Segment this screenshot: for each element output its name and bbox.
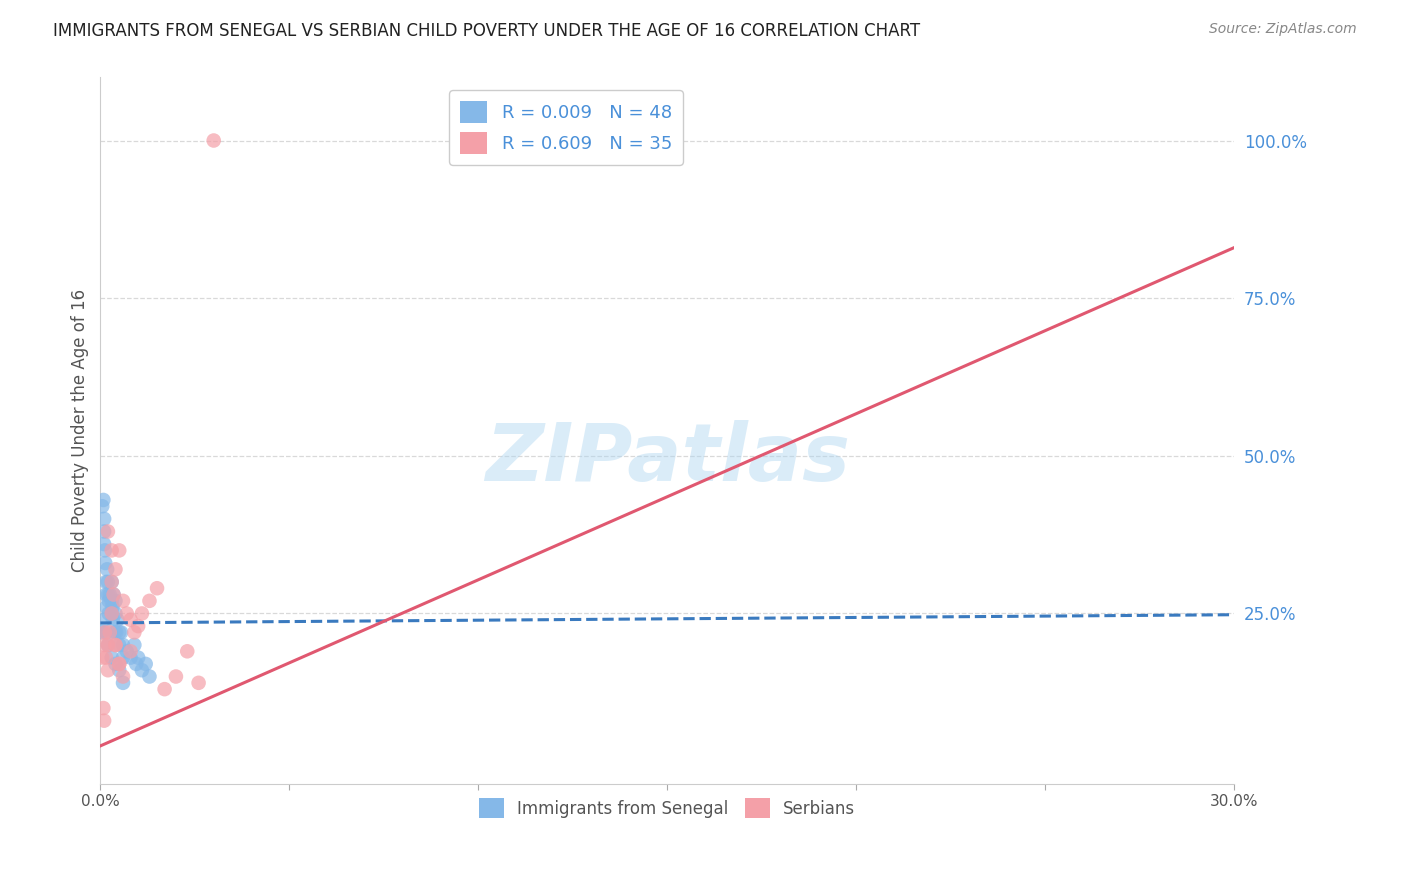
Point (93, 714, 115, 728)
Point (100, 607, 122, 621)
Point (93, 701, 115, 715)
Point (94, 543, 117, 558)
Point (104, 625, 127, 640)
Point (100, 574, 122, 589)
Point (111, 676, 134, 690)
Point (97, 594, 120, 608)
Point (111, 669, 134, 683)
Point (165, 669, 187, 683)
Point (124, 625, 146, 640)
Point (94, 574, 117, 589)
Point (135, 657, 157, 671)
Legend: Immigrants from Senegal, Serbians: Immigrants from Senegal, Serbians (472, 791, 862, 825)
Point (97, 607, 120, 621)
Point (108, 657, 131, 671)
Point (127, 650, 149, 665)
Point (98, 588, 121, 602)
Point (103, 588, 125, 602)
Point (100, 574, 122, 589)
Point (105, 613, 128, 627)
Point (111, 638, 134, 652)
Point (98, 625, 121, 640)
Point (94, 650, 117, 665)
Point (97, 663, 120, 677)
Point (93, 492, 115, 507)
Point (115, 644, 138, 658)
Point (131, 607, 153, 621)
Point (104, 638, 127, 652)
Point (91, 625, 114, 640)
Point (93, 512, 115, 526)
Point (108, 663, 131, 677)
Point (125, 657, 148, 671)
Y-axis label: Child Poverty Under the Age of 16: Child Poverty Under the Age of 16 (72, 289, 89, 572)
Point (187, 676, 209, 690)
Point (101, 613, 124, 627)
Text: ZIPatlas: ZIPatlas (485, 420, 849, 498)
Point (108, 638, 131, 652)
Point (202, 134, 225, 148)
Point (101, 600, 124, 615)
Point (103, 588, 125, 602)
Point (100, 607, 122, 621)
Point (115, 607, 138, 621)
Point (96, 562, 118, 576)
Point (110, 625, 132, 640)
Point (91, 650, 114, 665)
Point (97, 524, 120, 539)
Point (97, 638, 120, 652)
Point (93, 638, 115, 652)
Point (104, 657, 127, 671)
Point (138, 669, 160, 683)
Text: IMMIGRANTS FROM SENEGAL VS SERBIAN CHILD POVERTY UNDER THE AGE OF 16 CORRELATION: IMMIGRANTS FROM SENEGAL VS SERBIAN CHILD… (53, 22, 921, 40)
Point (93, 524, 115, 539)
Point (120, 613, 142, 627)
Point (105, 625, 128, 640)
Point (104, 594, 127, 608)
Point (120, 644, 142, 658)
Point (104, 607, 127, 621)
Point (96, 600, 118, 615)
Point (100, 543, 122, 558)
Point (97, 638, 120, 652)
Point (127, 619, 149, 633)
Point (97, 574, 120, 589)
Point (100, 650, 122, 665)
Point (91, 500, 114, 514)
Point (138, 594, 160, 608)
Point (108, 657, 131, 671)
Point (104, 638, 127, 652)
Point (94, 625, 117, 640)
Point (131, 663, 153, 677)
Point (94, 625, 117, 640)
Point (93, 613, 115, 627)
Point (146, 581, 169, 595)
Point (104, 562, 127, 576)
Point (94, 556, 117, 570)
Point (108, 543, 131, 558)
Text: Source: ZipAtlas.com: Source: ZipAtlas.com (1209, 22, 1357, 37)
Point (108, 625, 131, 640)
Point (100, 594, 122, 608)
Point (120, 650, 142, 665)
Point (153, 682, 176, 697)
Point (176, 644, 198, 658)
Point (94, 588, 117, 602)
Point (111, 594, 134, 608)
Point (111, 650, 134, 665)
Point (93, 537, 115, 551)
Point (124, 638, 146, 652)
Point (97, 588, 120, 602)
